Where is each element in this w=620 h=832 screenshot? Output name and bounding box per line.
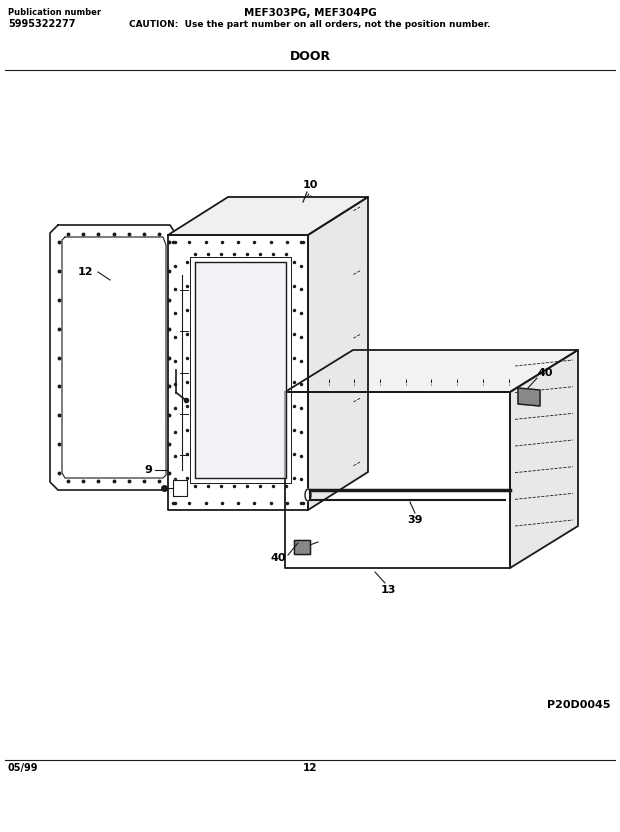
Polygon shape (285, 350, 578, 392)
Polygon shape (294, 540, 310, 554)
Text: DOOR: DOOR (290, 50, 330, 63)
Text: 39: 39 (407, 515, 423, 525)
Text: P20D0045: P20D0045 (546, 700, 610, 710)
Text: 40: 40 (270, 553, 286, 563)
Text: 12: 12 (303, 763, 317, 773)
Ellipse shape (305, 489, 311, 501)
Text: MEF303PG, MEF304PG: MEF303PG, MEF304PG (244, 8, 376, 18)
Polygon shape (50, 225, 175, 490)
Polygon shape (308, 197, 368, 510)
Polygon shape (510, 350, 578, 568)
Polygon shape (195, 262, 286, 478)
Text: 12: 12 (78, 267, 93, 277)
Polygon shape (518, 388, 540, 406)
Polygon shape (285, 392, 510, 568)
Polygon shape (173, 480, 187, 496)
Text: 13: 13 (380, 585, 396, 595)
Polygon shape (168, 235, 308, 510)
Text: CAUTION:  Use the part number on all orders, not the position number.: CAUTION: Use the part number on all orde… (129, 20, 491, 29)
Text: Publication number: Publication number (8, 8, 101, 17)
Text: 05/99: 05/99 (8, 763, 38, 773)
Text: eReplacementParts.com: eReplacementParts.com (234, 423, 386, 437)
Text: 40: 40 (538, 368, 553, 378)
Polygon shape (168, 197, 368, 235)
Text: 5995322277: 5995322277 (8, 19, 76, 29)
Text: 9: 9 (144, 465, 152, 475)
Text: 10: 10 (303, 180, 317, 190)
